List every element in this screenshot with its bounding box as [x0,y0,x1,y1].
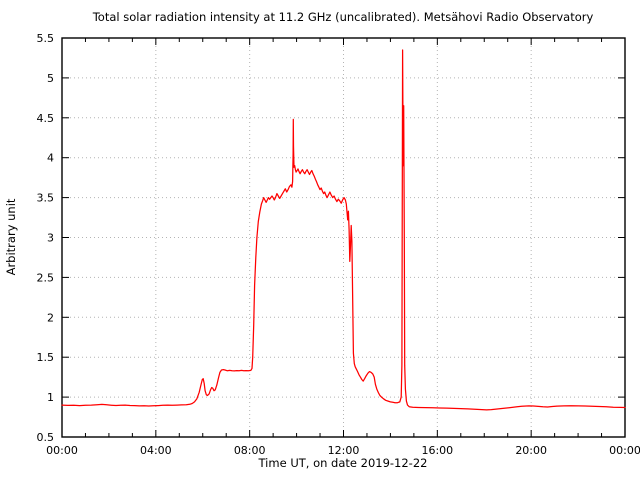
x-tick-label: 16:00 [421,444,453,457]
x-tick-label: 20:00 [515,444,547,457]
x-axis-label: Time UT, on date 2019-12-22 [258,456,428,470]
y-tick-label: 4 [47,152,54,165]
x-tick-label: 00:00 [46,444,78,457]
y-tick-label: 3 [47,232,54,245]
x-tick-label: 12:00 [328,444,360,457]
y-tick-label: 5.5 [37,32,55,45]
y-tick-label: 1 [47,391,54,404]
x-tick-label: 08:00 [234,444,266,457]
y-tick-label: 5 [47,72,54,85]
x-tick-label: 00:00 [609,444,640,457]
y-axis-label: Arbitrary unit [4,198,18,275]
y-tick-label: 4.5 [37,112,55,125]
y-tick-label: 3.5 [37,192,55,205]
y-tick-label: 0.5 [37,431,55,444]
y-tick-label: 1.5 [37,351,55,364]
x-tick-label: 04:00 [140,444,172,457]
data-series-line [61,49,626,411]
plot-border [61,37,626,438]
chart-title: Total solar radiation intensity at 11.2 … [92,10,594,24]
y-tick-label: 2.5 [37,271,55,284]
y-tick-label: 2 [47,311,54,324]
